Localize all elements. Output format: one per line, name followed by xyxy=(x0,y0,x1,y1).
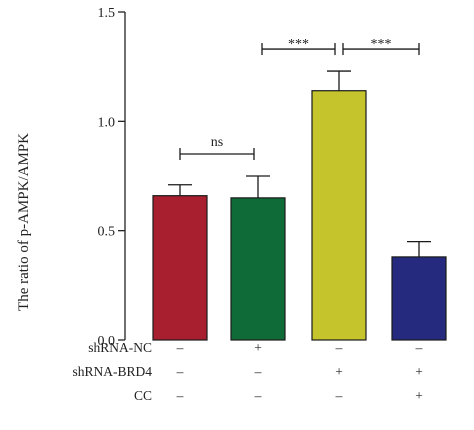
significance-label: *** xyxy=(371,37,392,52)
condition-mark: – xyxy=(415,340,423,355)
bar-3 xyxy=(311,90,367,341)
condition-mark: – xyxy=(335,340,343,355)
y-axis-label: The ratio of p-AMPK/AMPK xyxy=(16,133,32,311)
condition-mark: – xyxy=(176,340,184,355)
condition-table: shRNA-NC – + – – shRNA-BRD4 – – + + CC – – – + xyxy=(72,340,422,403)
y-axis: 0.0 0.5 1.0 1.5 xyxy=(98,6,126,349)
significance-label: ns xyxy=(211,135,223,150)
y-tick-label: 1.0 xyxy=(98,115,116,130)
bar-1 xyxy=(152,195,208,341)
condition-label: CC xyxy=(134,388,152,403)
condition-mark: – xyxy=(176,364,184,379)
condition-mark: – xyxy=(176,388,184,403)
bar-4 xyxy=(391,256,447,341)
y-tick-label: 0.5 xyxy=(98,225,116,240)
y-tick-label: 1.5 xyxy=(98,6,116,21)
y-tick-label: 0.0 xyxy=(98,334,116,349)
condition-mark: + xyxy=(415,364,423,379)
bar-2 xyxy=(230,197,286,341)
condition-label: shRNA-BRD4 xyxy=(72,364,152,379)
condition-mark: – xyxy=(335,388,343,403)
condition-mark: + xyxy=(415,388,423,403)
condition-label: shRNA-NC xyxy=(88,340,152,355)
condition-mark: – xyxy=(254,364,262,379)
bars xyxy=(152,70,447,341)
significance-brackets: ns *** *** xyxy=(179,37,420,160)
significance-label: *** xyxy=(288,37,309,52)
condition-mark: + xyxy=(254,340,262,355)
condition-mark: + xyxy=(335,364,343,379)
condition-mark: – xyxy=(254,388,262,403)
